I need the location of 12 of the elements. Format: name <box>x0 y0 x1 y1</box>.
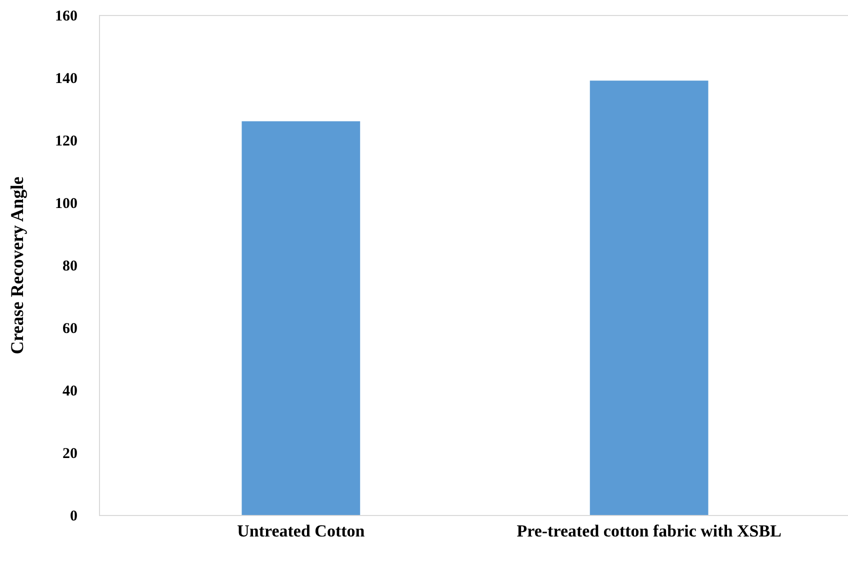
y-tick-label: 100 <box>55 196 78 212</box>
y-tick-label: 120 <box>55 134 78 150</box>
y-tick-label: 80 <box>62 258 78 274</box>
y-axis-title: Crease Recovery Angle <box>7 176 27 354</box>
y-tick-label: 60 <box>62 321 78 337</box>
y-tick-label: 0 <box>70 508 78 524</box>
x-tick-label: Pre-treated cotton fabric with XSBL <box>516 522 782 540</box>
x-tick-label: Untreated Cotton <box>237 522 366 540</box>
y-tick-label: 20 <box>62 446 78 462</box>
y-tick-label: 40 <box>62 384 78 400</box>
y-tick-label: 140 <box>55 71 78 87</box>
y-tick-label: 160 <box>55 8 78 24</box>
